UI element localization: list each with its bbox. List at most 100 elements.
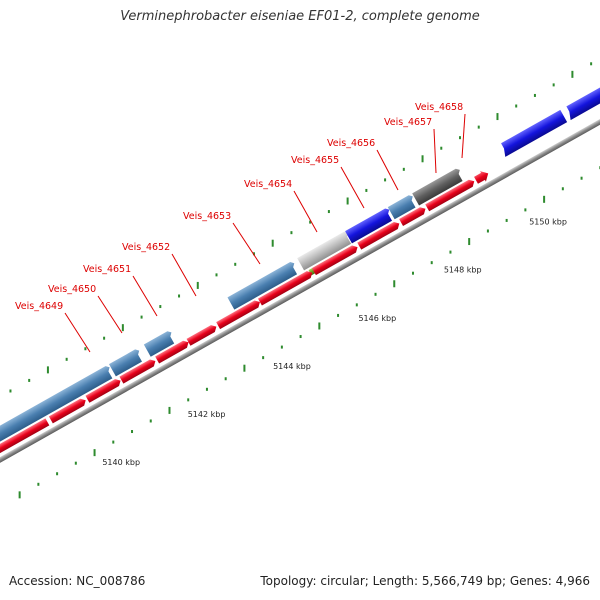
tick-mark bbox=[411, 271, 414, 275]
tick-mark bbox=[496, 113, 499, 121]
label-leader-line bbox=[293, 190, 318, 233]
tick-mark bbox=[459, 136, 462, 140]
tick-mark bbox=[271, 239, 274, 247]
genome-backbone bbox=[0, 99, 600, 477]
gene-veis-4650[interactable] bbox=[108, 348, 145, 377]
tick-mark bbox=[280, 345, 283, 349]
gene-red-03[interactable] bbox=[85, 377, 122, 403]
tick-mark bbox=[243, 364, 246, 372]
gene-red-05[interactable] bbox=[155, 339, 190, 364]
gene-red-06[interactable] bbox=[186, 323, 219, 346]
tick-mark bbox=[393, 280, 396, 288]
gene-veis-4649[interactable] bbox=[0, 365, 115, 456]
gene-veis-4659[interactable] bbox=[564, 80, 600, 121]
tick-mark bbox=[178, 294, 181, 298]
accession-text: Accession: NC_008786 bbox=[9, 574, 146, 588]
tick-mark bbox=[18, 491, 21, 499]
tick-mark bbox=[374, 292, 377, 296]
tick-label: 5140 kbp bbox=[102, 458, 140, 467]
tick-mark bbox=[28, 378, 31, 382]
reverse-strand-genes bbox=[0, 168, 491, 465]
tick-label: 5150 kbp bbox=[529, 218, 567, 227]
gene-track bbox=[0, 80, 600, 465]
label-leader-line bbox=[433, 128, 437, 174]
label-leader-line bbox=[171, 253, 197, 297]
tick-mark bbox=[168, 406, 171, 414]
tick-mark bbox=[74, 461, 77, 465]
tick-mark bbox=[37, 482, 40, 486]
tick-mark bbox=[430, 261, 433, 265]
tick-label: 5148 kbp bbox=[444, 266, 482, 275]
gene-red-04[interactable] bbox=[119, 357, 157, 384]
gene-label[interactable]: Veis_4657 bbox=[384, 117, 432, 128]
gene-veis-4652[interactable] bbox=[227, 261, 299, 310]
gene-label[interactable]: Veis_4655 bbox=[291, 155, 339, 166]
tick-mark bbox=[121, 324, 124, 332]
tick-label: 5146 kbp bbox=[358, 314, 396, 323]
forward-strand-genes bbox=[0, 80, 600, 456]
gene-veis-4658[interactable] bbox=[498, 109, 568, 157]
tick-mark bbox=[140, 315, 143, 319]
tick-mark bbox=[552, 83, 555, 87]
tick-mark bbox=[477, 125, 480, 129]
gene-red-01[interactable] bbox=[0, 418, 50, 465]
gene-veis-4654[interactable] bbox=[345, 207, 395, 244]
gene-label[interactable]: Veis_4653 bbox=[183, 211, 231, 222]
tick-mark bbox=[56, 472, 59, 476]
label-leader-line bbox=[97, 295, 123, 334]
gene-label[interactable]: Veis_4650 bbox=[48, 284, 96, 295]
gene-label[interactable]: Veis_4654 bbox=[244, 179, 292, 190]
tick-mark bbox=[299, 335, 302, 339]
tick-mark bbox=[533, 93, 536, 97]
tick-mark bbox=[103, 336, 106, 340]
gene-red-10[interactable] bbox=[357, 220, 401, 250]
tick-mark bbox=[515, 104, 518, 108]
tick-label: 5144 kbp bbox=[273, 362, 311, 371]
tick-mark bbox=[93, 449, 96, 457]
tick-mark bbox=[561, 187, 564, 191]
gene-red-11[interactable] bbox=[399, 205, 427, 227]
tick-mark bbox=[234, 262, 237, 266]
tick-mark bbox=[252, 252, 255, 256]
tick-mark bbox=[543, 195, 546, 203]
gene-veis-4656[interactable] bbox=[387, 194, 418, 220]
tick-mark bbox=[196, 281, 199, 289]
tick-mark bbox=[318, 322, 321, 330]
gene-veis-4653[interactable] bbox=[297, 230, 354, 271]
tick-mark bbox=[65, 357, 68, 361]
gene-red-07[interactable] bbox=[216, 299, 262, 330]
tick-mark bbox=[215, 273, 218, 277]
gene-red-12[interactable] bbox=[425, 178, 476, 212]
tick-mark bbox=[384, 178, 387, 182]
gene-red-08[interactable] bbox=[257, 269, 314, 306]
label-leader-line bbox=[64, 312, 91, 353]
tick-label: 5142 kbp bbox=[188, 410, 226, 419]
gene-red-13[interactable] bbox=[473, 168, 491, 185]
genome-summary-text: Topology: circular; Length: 5,566,749 bp… bbox=[260, 574, 590, 588]
tick-mark bbox=[468, 238, 471, 246]
gene-label[interactable]: Veis_4656 bbox=[327, 138, 375, 149]
tick-mark bbox=[421, 155, 424, 163]
tick-mark bbox=[149, 419, 152, 423]
tick-mark bbox=[131, 430, 134, 434]
gene-label[interactable]: Veis_4658 bbox=[415, 102, 463, 113]
tick-mark bbox=[571, 70, 574, 78]
gene-veis-4657[interactable] bbox=[412, 167, 465, 206]
tick-mark bbox=[309, 220, 312, 224]
gene-label[interactable]: Veis_4652 bbox=[122, 242, 170, 253]
tick-mark bbox=[365, 188, 368, 192]
gene-red-02[interactable] bbox=[48, 397, 88, 424]
label-leader-line bbox=[232, 222, 261, 265]
gene-label[interactable]: Veis_4651 bbox=[83, 264, 131, 275]
tick-mark bbox=[440, 146, 443, 150]
gene-label[interactable]: Veis_4649 bbox=[15, 301, 63, 312]
tick-mark bbox=[290, 231, 293, 235]
gene-red-09[interactable] bbox=[311, 244, 359, 276]
label-leader-line bbox=[461, 113, 466, 159]
label-leader-line bbox=[376, 149, 399, 191]
gene-labels: Veis_4649 Veis_4650 Veis_4651 Veis_4652 Veis… bbox=[15, 102, 466, 353]
label-leader-line bbox=[340, 166, 365, 209]
tick-mark bbox=[580, 176, 583, 180]
gene-veis-4651[interactable] bbox=[143, 330, 177, 357]
